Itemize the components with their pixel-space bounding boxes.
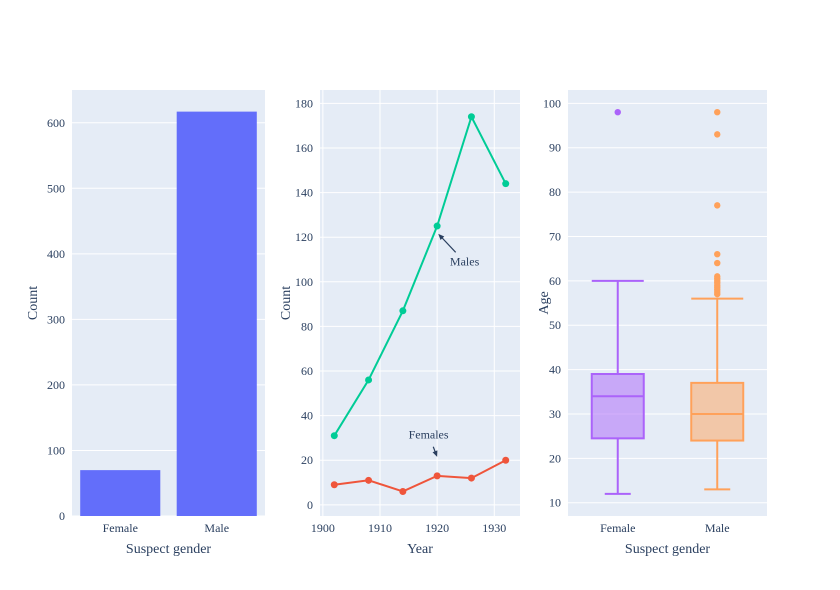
y-axis-title: Age (537, 291, 552, 314)
x-tick-label: Male (705, 521, 730, 535)
box-male-outlier (714, 250, 721, 258)
x-tick-label: Female (600, 521, 635, 535)
marker-females (330, 481, 338, 489)
y-tick-label: 70 (549, 229, 561, 243)
marker-females (433, 472, 441, 480)
x-axis-title: Suspect gender (625, 542, 710, 557)
box-female (590, 373, 645, 440)
y-tick-label: 100 (295, 275, 313, 289)
marker-males (399, 307, 407, 315)
y-tick-label: 160 (295, 141, 313, 155)
marker-males (433, 222, 441, 230)
box-male-outlier (714, 259, 721, 267)
box-female-outlier (614, 108, 621, 116)
box-male-outlier (714, 108, 721, 116)
y-tick-label: 10 (549, 496, 561, 510)
x-axis-title: Year (407, 542, 433, 557)
y-axis-title: Count (26, 286, 41, 320)
box-male-outlier (714, 131, 721, 138)
line-series-females (334, 459, 507, 493)
y-tick-label: 80 (549, 185, 561, 199)
y-tick-label: 20 (549, 451, 561, 465)
y-tick-label: 30 (549, 407, 561, 421)
y-tick-label: 40 (549, 363, 561, 377)
x-tick-label: 1900 (311, 521, 335, 535)
y-tick-label: 120 (295, 230, 313, 244)
annotation-arrow (440, 236, 457, 253)
box-male (690, 381, 745, 442)
marker-males (365, 376, 373, 384)
y-tick-label: 90 (549, 141, 561, 155)
y-tick-label: 0 (307, 498, 313, 512)
bar-chart: 0 100 200 300 400 500 600 Female Male Suspect gen… (26, 90, 265, 557)
y-tick-label: 600 (47, 116, 65, 130)
marker-males (502, 180, 510, 188)
box-male-outlier (714, 273, 721, 280)
y-tick-label: 20 (301, 453, 313, 467)
line-series-males (333, 114, 507, 437)
marker-females (467, 474, 475, 482)
x-tick-label: 1930 (482, 521, 506, 535)
box-male-outlier (714, 202, 721, 209)
annotation-arrowhead (432, 450, 438, 457)
y-tick-label: 100 (543, 96, 561, 110)
x-tick-label: 1920 (425, 521, 449, 535)
bar-female (80, 470, 161, 516)
annotation-arrowhead (438, 233, 445, 241)
y-tick-label: 140 (295, 186, 313, 200)
x-tick-label: 1910 (368, 521, 392, 535)
y-axis-title: Count (279, 286, 294, 320)
y-tick-label: 50 (549, 318, 561, 332)
y-tick-label: 40 (301, 409, 313, 423)
x-tick-label: Female (103, 521, 138, 535)
marker-females (502, 456, 510, 464)
annotation-text: Males (450, 255, 480, 269)
marker-females (365, 476, 373, 484)
x-axis-title: Suspect gender (126, 542, 211, 557)
y-tick-label: 60 (549, 274, 561, 288)
box-chart: 10 20 30 40 50 60 70 80 90 100 Female Male Suspect g… (537, 90, 767, 557)
marker-males (467, 113, 475, 121)
y-tick-label: 300 (47, 312, 65, 326)
x-tick-label: Male (204, 521, 229, 535)
plot-area (568, 90, 767, 516)
y-tick-label: 60 (301, 364, 313, 378)
y-tick-label: 500 (47, 181, 65, 195)
bar-male (176, 111, 257, 517)
plot-area (320, 90, 520, 516)
marker-females (399, 487, 407, 495)
y-tick-label: 180 (295, 96, 313, 110)
y-tick-label: 80 (301, 319, 313, 333)
y-tick-label: 400 (47, 247, 65, 261)
line-chart: 0 20 40 60 80 100 120 140 160 180 1900 1910 1920 1930… (279, 90, 520, 557)
annotation-text: Females (409, 428, 449, 442)
y-tick-label: 100 (47, 443, 65, 457)
marker-males (330, 432, 338, 440)
y-tick-label: 0 (59, 509, 65, 523)
y-tick-label: 200 (47, 378, 65, 392)
